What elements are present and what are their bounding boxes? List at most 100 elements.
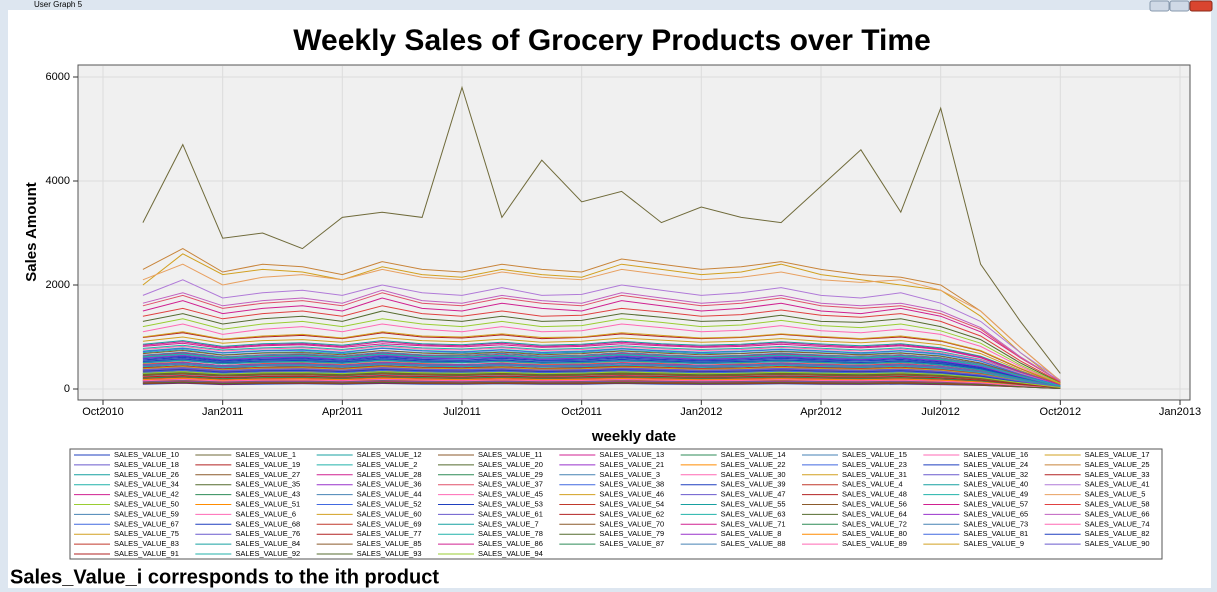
legend-label: SALES_VALUE_85 bbox=[357, 539, 422, 548]
legend-label: SALES_VALUE_44 bbox=[357, 490, 422, 499]
series-line bbox=[142, 341, 1061, 386]
legend-label: SALES_VALUE_72 bbox=[842, 519, 907, 528]
legend bbox=[69, 448, 1163, 560]
legend-label: SALES_VALUE_75 bbox=[114, 529, 179, 538]
legend-label: SALES_VALUE_74 bbox=[1085, 519, 1150, 528]
series-line bbox=[142, 340, 1061, 386]
legend-label: SALES_VALUE_19 bbox=[235, 460, 300, 469]
series-line bbox=[142, 292, 1061, 382]
legend-label: SALES_VALUE_71 bbox=[721, 519, 786, 528]
legend-label: SALES_VALUE_25 bbox=[1085, 460, 1150, 469]
maximize-button[interactable] bbox=[1169, 0, 1190, 12]
series-line bbox=[142, 358, 1061, 387]
series-line bbox=[142, 336, 1061, 385]
legend-label: SALES_VALUE_11 bbox=[478, 450, 542, 459]
series-line bbox=[142, 359, 1061, 387]
series-line bbox=[142, 85, 1061, 374]
series-line bbox=[142, 379, 1061, 389]
legend-label: SALES_VALUE_14 bbox=[721, 450, 786, 459]
legend-label: SALES_VALUE_1 bbox=[235, 450, 296, 459]
series-line bbox=[142, 323, 1061, 385]
y-axis-label: Sales Amount bbox=[23, 182, 40, 281]
legend-label: SALES_VALUE_31 bbox=[842, 470, 907, 479]
legend-entries: SALES_VALUE_10 SALES_VALUE_1 SALES_VALUE_1… bbox=[74, 450, 1150, 558]
series-line bbox=[142, 366, 1061, 388]
series-line bbox=[142, 263, 1061, 382]
minimize-button[interactable] bbox=[1149, 0, 1170, 12]
series-line bbox=[142, 297, 1061, 382]
series-line bbox=[142, 375, 1061, 389]
legend-label: SALES_VALUE_48 bbox=[842, 490, 907, 499]
y-tick-label: 0 bbox=[64, 383, 70, 395]
legend-label: SALES_VALUE_73 bbox=[963, 519, 1028, 528]
series-line bbox=[142, 279, 1061, 381]
legend-label: SALES_VALUE_78 bbox=[478, 529, 543, 538]
legend-label: SALES_VALUE_36 bbox=[357, 480, 422, 489]
legend-label: SALES_VALUE_88 bbox=[721, 539, 786, 548]
legend-label: SALES_VALUE_60 bbox=[357, 509, 422, 518]
legend-label: SALES_VALUE_43 bbox=[235, 490, 300, 499]
series-line bbox=[142, 289, 1061, 382]
legend-label: SALES_VALUE_80 bbox=[842, 529, 907, 538]
legend-label: SALES_VALUE_52 bbox=[357, 499, 422, 508]
series-line bbox=[142, 347, 1061, 386]
series-line bbox=[142, 382, 1061, 389]
footnote: Sales_Value_i corresponds to the ith pro… bbox=[10, 566, 439, 588]
legend-label: SALES_VALUE_27 bbox=[235, 470, 300, 479]
legend-label: SALES_VALUE_65 bbox=[963, 509, 1028, 518]
legend-label: SALES_VALUE_77 bbox=[357, 529, 422, 538]
legend-label: SALES_VALUE_57 bbox=[963, 499, 1028, 508]
series-line bbox=[142, 347, 1061, 386]
legend-label: SALES_VALUE_9 bbox=[963, 539, 1024, 548]
legend-label: SALES_VALUE_3 bbox=[599, 470, 660, 479]
legend-label: SALES_VALUE_68 bbox=[235, 519, 300, 528]
legend-label: SALES_VALUE_69 bbox=[357, 519, 422, 528]
legend-label: SALES_VALUE_30 bbox=[721, 470, 786, 479]
x-tick-label: Oct2011 bbox=[561, 406, 602, 418]
legend-label: SALES_VALUE_18 bbox=[114, 460, 179, 469]
x-tick-label: Jan2012 bbox=[680, 406, 722, 418]
x-tick-label: Oct2010 bbox=[82, 406, 124, 418]
legend-label: SALES_VALUE_61 bbox=[478, 509, 543, 518]
x-tick-label: Jul2012 bbox=[921, 406, 960, 418]
legend-label: SALES_VALUE_39 bbox=[721, 480, 786, 489]
legend-label: SALES_VALUE_87 bbox=[599, 539, 664, 548]
legend-label: SALES_VALUE_40 bbox=[963, 480, 1028, 489]
legend-label: SALES_VALUE_53 bbox=[478, 499, 543, 508]
series-line bbox=[142, 371, 1061, 388]
legend-label: SALES_VALUE_64 bbox=[842, 509, 907, 518]
series-line bbox=[142, 345, 1061, 386]
series-line bbox=[142, 376, 1061, 389]
legend-label: SALES_VALUE_59 bbox=[114, 509, 179, 518]
legend-label: SALES_VALUE_81 bbox=[963, 529, 1028, 538]
series-line bbox=[142, 353, 1061, 387]
series-line bbox=[142, 377, 1061, 389]
series-line bbox=[142, 378, 1061, 389]
x-tick-label: Jul2011 bbox=[443, 406, 481, 418]
y-tick-label: 2000 bbox=[46, 279, 70, 291]
legend-label: SALES_VALUE_45 bbox=[478, 490, 543, 499]
legend-label: SALES_VALUE_84 bbox=[235, 539, 300, 548]
series-line bbox=[142, 342, 1061, 386]
series-line bbox=[142, 354, 1061, 387]
legend-label: SALES_VALUE_8 bbox=[721, 529, 782, 538]
x-tick-label: Oct2012 bbox=[1040, 406, 1082, 418]
series-line bbox=[142, 310, 1061, 384]
series-line bbox=[142, 372, 1061, 389]
legend-label: SALES_VALUE_82 bbox=[1085, 529, 1150, 538]
legend-label: SALES_VALUE_66 bbox=[1085, 509, 1150, 518]
legend-label: SALES_VALUE_38 bbox=[599, 480, 664, 489]
legend-label: SALES_VALUE_86 bbox=[478, 539, 543, 548]
grid bbox=[79, 66, 1189, 399]
legend-label: SALES_VALUE_51 bbox=[235, 499, 300, 508]
x-tick-label: Apr2011 bbox=[322, 406, 363, 418]
legend-label: SALES_VALUE_21 bbox=[599, 460, 664, 469]
close-button[interactable] bbox=[1189, 0, 1213, 12]
legend-label: SALES_VALUE_22 bbox=[721, 460, 786, 469]
series-line bbox=[142, 248, 1061, 382]
legend-label: SALES_VALUE_63 bbox=[721, 509, 786, 518]
x-tick-label: Jan2011 bbox=[202, 406, 243, 418]
series-line bbox=[142, 253, 1061, 384]
legend-label: SALES_VALUE_29 bbox=[478, 470, 543, 479]
